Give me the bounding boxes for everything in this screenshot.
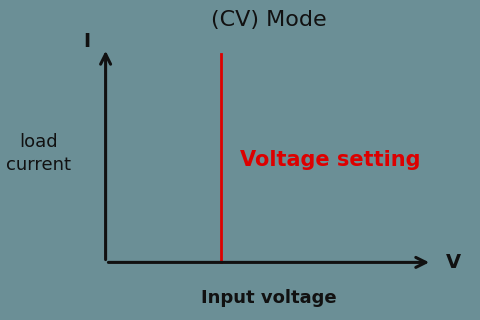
Text: Voltage setting: Voltage setting — [240, 150, 420, 170]
Text: (CV) Mode: (CV) Mode — [211, 10, 326, 30]
Text: I: I — [83, 32, 90, 51]
Text: load
current: load current — [6, 133, 71, 174]
Text: V: V — [446, 253, 462, 272]
Text: Input voltage: Input voltage — [201, 289, 336, 307]
